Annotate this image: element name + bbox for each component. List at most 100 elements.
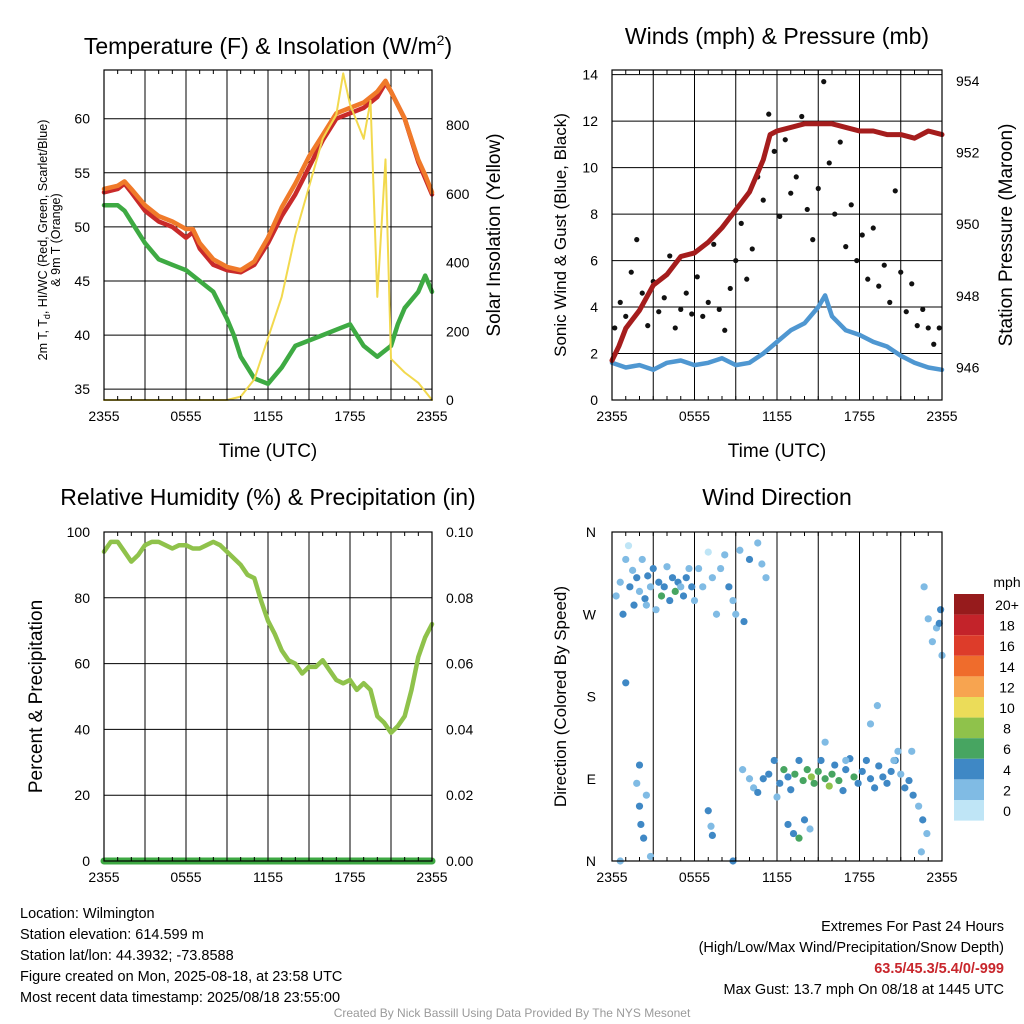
direction-point <box>644 572 652 580</box>
direction-point <box>858 767 866 776</box>
y-tick-label: 80 <box>74 590 90 606</box>
direction-point <box>935 619 943 627</box>
legend-label: 4 <box>1003 762 1011 778</box>
y-axis-label-line2: & 9m T (Orange) <box>49 193 63 286</box>
y-axis-label: Percent & Precipitation <box>26 600 47 793</box>
gust-point <box>881 262 887 268</box>
gust-point <box>628 269 634 275</box>
direction-point <box>619 610 627 618</box>
y-tick-label: 40 <box>74 721 90 737</box>
plot-area <box>609 79 945 373</box>
direction-point <box>789 829 798 838</box>
y-tick-label: 12 <box>582 113 598 129</box>
gust-point <box>870 225 876 231</box>
gust-point <box>678 306 684 312</box>
direction-point <box>740 617 748 626</box>
x-tick-label: 2355 <box>596 869 627 885</box>
gust-point <box>760 197 766 203</box>
gust-point <box>777 213 783 220</box>
y2-tick-label: 600 <box>446 186 470 202</box>
direction-point <box>825 782 833 790</box>
y2-tick-label: 950 <box>956 216 980 232</box>
direction-point <box>919 816 927 824</box>
direction-point <box>780 766 788 774</box>
gust-point <box>931 341 937 347</box>
direction-point <box>920 583 928 591</box>
direction-point <box>642 791 650 799</box>
y-tick-label: 60 <box>74 111 90 127</box>
direction-point <box>633 574 641 582</box>
direction-point <box>854 779 862 787</box>
legend-swatch <box>954 697 984 718</box>
gust-point <box>804 206 810 213</box>
gust-point <box>876 283 882 289</box>
extremes-title: Extremes For Past 24 Hours <box>821 919 1004 935</box>
y-tick-label: S <box>587 689 596 705</box>
direction-point <box>725 583 733 591</box>
y-axis-label: Direction (Colored By Speed) <box>551 586 570 807</box>
direction-point <box>894 747 902 755</box>
gust-point <box>925 325 931 331</box>
gust-point <box>771 148 777 154</box>
direction-point <box>745 555 754 564</box>
direction-point <box>629 566 637 574</box>
figure-created: Figure created on Mon, 2025-08-18, at 23… <box>20 969 343 985</box>
gust-point <box>683 290 689 296</box>
direction-point <box>657 592 666 600</box>
gust-point <box>766 111 772 117</box>
y-tick-label: 8 <box>590 206 598 222</box>
direction-point <box>732 610 740 618</box>
y2-tick-label: 952 <box>956 145 980 161</box>
y-axis-label: Sonic Wind & Gust (Blue, Black) <box>551 113 570 357</box>
panel-1: Temperature (F) & Insolation (W/m2)2355 0… <box>36 32 505 462</box>
legend-label: 20+ <box>995 597 1019 613</box>
gust-point <box>837 139 843 145</box>
direction-point <box>708 574 716 582</box>
gust-point <box>909 281 915 287</box>
y2-tick-label: 0.02 <box>446 787 473 803</box>
legend-swatch <box>954 676 984 697</box>
legend-swatch <box>954 655 984 677</box>
station-elevation: Station elevation: 614.599 m <box>20 927 204 943</box>
chart-title: Wind Direction <box>702 484 852 510</box>
direction-point <box>759 775 767 783</box>
direction-point <box>640 834 648 842</box>
x-tick-label: 0555 <box>170 408 201 424</box>
legend-swatch <box>954 614 984 636</box>
y2-tick-label: 946 <box>956 360 980 376</box>
gust-point <box>749 246 755 252</box>
direction-point <box>787 786 795 794</box>
gust-point <box>892 188 898 194</box>
gust-point <box>689 311 695 317</box>
gust-point <box>694 274 700 280</box>
direction-point <box>821 775 829 783</box>
gust-point <box>815 185 821 192</box>
x-tick-label: 0555 <box>679 408 710 424</box>
direction-point <box>655 578 663 586</box>
x-tick-label: 1755 <box>334 408 365 424</box>
legend-label: 8 <box>1003 721 1011 737</box>
gust-point <box>782 137 788 143</box>
direction-point <box>799 776 807 785</box>
gust-point <box>634 237 640 243</box>
y-tick-label: 0 <box>590 392 598 408</box>
chart-title: Relative Humidity (%) & Precipitation (i… <box>60 484 475 510</box>
series-sonic-wind <box>609 293 945 373</box>
direction-point <box>873 702 881 710</box>
extremes-panel: Extremes For Past 24 Hours (High/Low/Max… <box>699 917 1004 1001</box>
direction-point <box>754 788 762 797</box>
y2-axis-label: Solar Insolation (Yellow) <box>484 133 505 336</box>
series-relative-humidity <box>101 539 435 735</box>
y2-tick-label: 200 <box>446 323 470 339</box>
x-tick-label: 0555 <box>170 869 201 885</box>
gust-point <box>722 327 728 333</box>
direction-point <box>765 770 773 778</box>
direction-point <box>685 564 693 573</box>
direction-point <box>708 831 716 840</box>
gust-point <box>859 232 865 238</box>
x-axis-label: Time (UTC) <box>728 441 827 462</box>
gust-point <box>733 257 739 264</box>
gust-point <box>639 290 645 296</box>
direction-point <box>839 787 847 795</box>
direction-point <box>668 574 677 582</box>
